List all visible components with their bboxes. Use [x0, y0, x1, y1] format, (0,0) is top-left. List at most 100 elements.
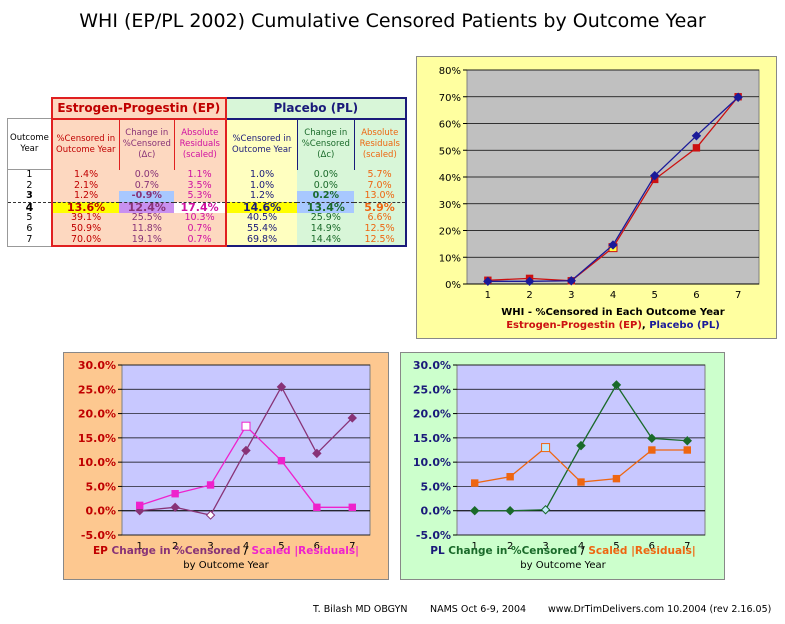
ep-col-change: Change in %Censored (Δc) [118, 118, 175, 170]
table-cell: 13.0% [354, 190, 407, 203]
ep-chart: -5.0% 0.0% 5.0% 10.0% 15.0% 20.0% 25.0% 30.0% 1 2… [78, 359, 371, 571]
y-tick-label: 15.0% [78, 432, 116, 445]
data-point [506, 473, 514, 481]
data-point [483, 276, 493, 287]
label-sep: / [240, 545, 248, 557]
data-table: Estrogen-Progestin (EP) Placebo (PL) Out… [6, 97, 407, 248]
data-point [608, 240, 618, 250]
table-row: 7 70.0% 19.1% 0.7% 69.8% 14.4% 12.5% [6, 234, 407, 248]
pl-group-header: Placebo (PL) [224, 97, 407, 120]
y-tick-label: 25.0% [78, 383, 116, 396]
pl-col-residuals: Absolute Residuals (scaled) [353, 118, 407, 170]
table-cell: 1.1% [174, 169, 227, 181]
data-point [348, 503, 356, 512]
chart-xlabel: WHI - %Censored in Each Outcome Year [501, 307, 725, 318]
x-tick-label: 3 [568, 290, 574, 301]
x-tick-label: 4 [610, 290, 616, 301]
table-row: 2 2.1% 0.7% 3.5% 1.0% 0.0% 7.0% [6, 180, 407, 192]
table-cell: 14.9% [297, 223, 355, 235]
data-point [313, 503, 321, 512]
chart-label: EP Change in %Censored / Scaled |Residua… [93, 545, 359, 557]
table-cell: 13.4% [297, 202, 355, 214]
chart-sublabel: by Outcome Year [183, 560, 269, 571]
footer-author: T. Bilash MD OBGYN [313, 604, 408, 615]
y-tick-label: 10.0% [78, 456, 116, 469]
top-chart-panel: 0% 10% 20% 30% 40% 50% 60% 70% 80% 1 2 3 4 5 6 7 WHI - %… [416, 56, 777, 339]
data-point [347, 413, 357, 423]
y-tick-label: 30.0% [413, 359, 451, 372]
x-tick-label: 5 [652, 290, 658, 301]
data-point [576, 440, 586, 451]
table-cell: 1.2% [224, 190, 298, 203]
pl-col-change: Change in %Censored (Δc) [296, 118, 355, 170]
label-change: Change in %Censored [445, 545, 578, 557]
footer-meeting: NAMS Oct 6-9, 2004 [430, 604, 527, 615]
table-cell: 5.9% [354, 202, 407, 214]
table-cell: 0.0% [119, 169, 175, 181]
ep-chart-panel: -5.0% 0.0% 5.0% 10.0% 15.0% 20.0% 25.0% 30.0% 1 2… [63, 352, 389, 580]
table-cell: 2.1% [50, 180, 120, 192]
table-cell: 13.6% [50, 202, 120, 214]
ep-col-residuals: Absolute Residuals (scaled) [173, 118, 227, 170]
table-cell: 6.6% [354, 213, 407, 225]
label-residuals: Scaled |Residuals| [248, 545, 359, 557]
x-tick-label: 2 [172, 541, 178, 552]
top-chart: 0% 10% 20% 30% 40% 50% 60% 70% 80% 1 2 3 4 5 6 7 WHI - %… [439, 66, 760, 331]
y-tick-label: 80% [439, 66, 461, 77]
label-residuals: Scaled |Residuals| [585, 545, 696, 557]
data-point [611, 380, 622, 390]
data-point [471, 479, 479, 487]
x-tick-label: 1 [485, 290, 491, 301]
x-tick-label: 1 [472, 541, 478, 552]
x-tick-label: 7 [349, 541, 355, 552]
table-cell: 7.0% [354, 180, 407, 192]
table-row: 5 39.1% 25.5% 10.3% 40.5% 25.9% 6.6% [6, 213, 407, 225]
data-point [650, 170, 660, 181]
table-cell: -0.9% [119, 190, 175, 203]
data-point [577, 478, 585, 486]
data-point [691, 131, 702, 141]
y-tick-label: -5.0% [81, 529, 116, 542]
table-cell: 39.1% [50, 213, 120, 225]
label-prefix: PL [430, 545, 445, 557]
x-tick-label: 1 [137, 541, 143, 552]
data-point [540, 505, 551, 515]
table-cell: 10.3% [174, 213, 227, 225]
table-cell: 25.5% [119, 213, 175, 225]
x-tick-label: 4 [243, 541, 249, 552]
data-point [505, 506, 515, 516]
y-tick-label: 0.0% [420, 505, 451, 518]
data-point [276, 382, 287, 392]
label-change: Change in %Censored [108, 545, 241, 557]
x-tick-label: 4 [578, 541, 584, 552]
table-cell: 0.2% [297, 190, 355, 203]
data-point [241, 421, 251, 431]
table-cell: 0.0% [297, 180, 355, 192]
data-point [205, 510, 216, 520]
x-tick-label: 3 [542, 541, 548, 552]
data-point [683, 446, 691, 454]
x-tick-label: 6 [693, 290, 699, 301]
x-tick-label: 2 [507, 541, 513, 552]
x-tick-label: 6 [314, 541, 320, 552]
data-point [612, 474, 621, 483]
legend-sep: , [642, 320, 646, 331]
y-tick-label: 20.0% [78, 408, 116, 421]
y-tick-label: 20.0% [413, 408, 451, 421]
chart-label: PL Change in %Censored / Scaled |Residua… [430, 545, 696, 557]
data-point [171, 490, 179, 498]
table-cell: 0.7% [174, 234, 227, 248]
y-tick-label: 15.0% [413, 432, 451, 445]
table-row: 6 50.9% 11.8% 0.7% 55.4% 14.9% 12.5% [6, 223, 407, 235]
table-cell: 40.5% [224, 213, 298, 225]
data-point [566, 276, 576, 286]
legend-ep: Estrogen-Progestin (EP) [506, 320, 642, 331]
table-cell: 1.0% [224, 169, 298, 181]
table-cell: 12.5% [354, 234, 407, 248]
pl-chart: -5.0% 0.0% 5.0% 10.0% 15.0% 20.0% 25.0% 30.0% 1 2… [413, 359, 706, 571]
y-tick-label: -5.0% [416, 529, 451, 542]
legend-pl: Placebo (PL) [646, 320, 720, 331]
data-point [733, 92, 743, 102]
y-tick-label: 0% [445, 280, 461, 291]
page-title: WHI (EP/PL 2002) Cumulative Censored Pat… [79, 10, 706, 32]
